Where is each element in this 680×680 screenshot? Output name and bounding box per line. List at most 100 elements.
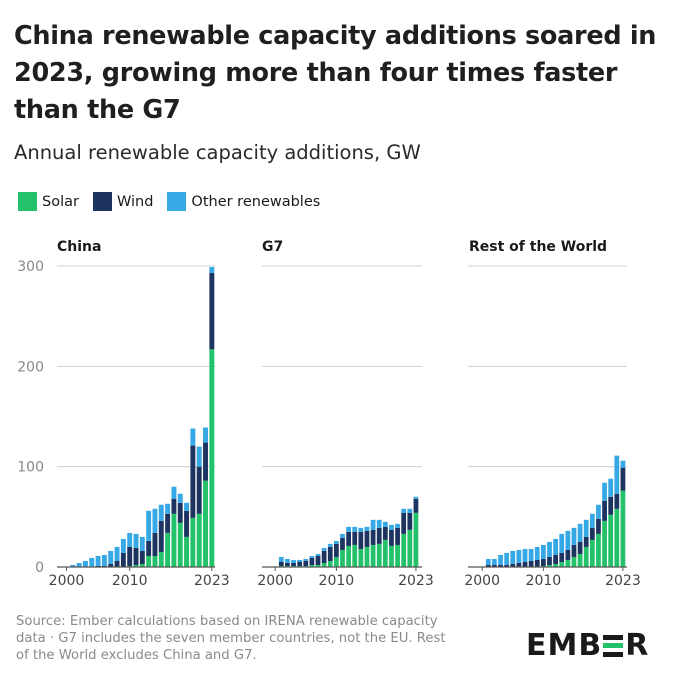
bar-china-other-renewables-2003 <box>82 560 88 567</box>
bar-china-wind-2013 <box>146 540 152 556</box>
bar-rest-of-the-world-other-renewables-2017 <box>583 519 589 537</box>
bar-china-solar-2022 <box>203 480 208 567</box>
bar-g7-wind-2003 <box>291 562 296 566</box>
bar-china-other-renewables-2018 <box>177 493 183 503</box>
bar-g7-solar-2021 <box>401 533 407 567</box>
bar-china-other-renewables-2021 <box>196 446 202 467</box>
bar-rest-of-the-world-other-renewables-2023 <box>620 460 626 468</box>
bar-rest-of-the-world-other-renewables-2009 <box>534 546 540 560</box>
bar-china-other-renewables-2014 <box>152 508 158 533</box>
bar-rest-of-the-world-other-renewables-2010 <box>540 544 546 559</box>
bar-china-wind-2020 <box>190 445 196 518</box>
bar-g7-other-renewables-2012 <box>346 526 351 532</box>
bar-china-wind-2011 <box>133 547 139 565</box>
bar-rest-of-the-world-wind-2018 <box>589 527 595 540</box>
bar-china-wind-2019 <box>184 510 190 537</box>
bar-rest-of-the-world-other-renewables-2006 <box>516 549 522 563</box>
bar-rest-of-the-world-solar-2022 <box>614 508 620 567</box>
legend-swatch-solar <box>18 192 37 211</box>
bar-china-wind-2014 <box>152 532 158 556</box>
bar-rest-of-the-world-wind-2001 <box>485 564 491 567</box>
bar-g7-wind-2004 <box>297 561 303 566</box>
bar-china-wind-2018 <box>177 502 183 523</box>
bar-china-wind-2021 <box>196 466 202 514</box>
bar-china-wind-2015 <box>158 520 164 552</box>
chart-title: China renewable capacity additions soare… <box>14 21 657 125</box>
bar-g7-solar-2013 <box>352 544 358 567</box>
legend: Solar Wind Other renewables <box>18 192 334 211</box>
bar-g7-wind-2018 <box>382 526 388 540</box>
bar-china-other-renewables-2016 <box>165 503 171 514</box>
bar-china-wind-2017 <box>171 498 177 514</box>
bar-rest-of-the-world-wind-2014 <box>565 549 571 560</box>
bar-china-solar-2018 <box>177 522 183 567</box>
bar-rest-of-the-world-solar-2021 <box>608 514 614 567</box>
bar-rest-of-the-world-other-renewables-2022 <box>614 455 620 494</box>
bar-rest-of-the-world-solar-2017 <box>583 546 589 567</box>
panel-title-china: China <box>57 239 101 255</box>
bar-g7-other-renewables-2016 <box>370 519 376 530</box>
bar-china-solar-2013 <box>146 555 152 567</box>
bar-rest-of-the-world-wind-2022 <box>614 493 620 509</box>
x-tick-label: 2023 <box>605 573 641 589</box>
bar-g7-wind-2021 <box>401 512 407 534</box>
bar-g7-solar-2010 <box>333 556 339 567</box>
bar-china-other-renewables-2009 <box>120 538 126 553</box>
bar-rest-of-the-world-wind-2010 <box>540 558 546 566</box>
legend-swatch-other <box>167 192 187 211</box>
bar-rest-of-the-world-wind-2023 <box>620 467 626 491</box>
bar-china-other-renewables-2011 <box>133 533 139 548</box>
bar-rest-of-the-world-wind-2003 <box>498 564 503 567</box>
bar-rest-of-the-world-wind-2002 <box>492 564 497 567</box>
bar-rest-of-the-world-other-renewables-2002 <box>492 558 497 565</box>
logo-text-start: EMB <box>526 628 603 663</box>
bar-rest-of-the-world-other-renewables-2015 <box>571 527 577 545</box>
bar-g7-other-renewables-2010 <box>333 540 339 544</box>
chart-subtitle: Annual renewable capacity additions, GW <box>14 141 421 164</box>
bar-rest-of-the-world-solar-2020 <box>602 520 607 567</box>
bar-rest-of-the-world-other-renewables-2020 <box>602 482 607 501</box>
bar-rest-of-the-world-wind-2011 <box>547 556 552 565</box>
bar-rest-of-the-world-wind-2012 <box>553 554 558 564</box>
bar-g7-other-renewables-2017 <box>376 519 382 528</box>
bar-g7-solar-2020 <box>395 544 400 567</box>
bar-g7-wind-2001 <box>278 561 284 566</box>
bar-china-wind-2009 <box>120 552 126 567</box>
x-tick-label: 2010 <box>526 573 562 589</box>
panel-title-g7: G7 <box>262 239 283 255</box>
bar-china-other-renewables-2015 <box>158 504 164 521</box>
bar-rest-of-the-world-other-renewables-2014 <box>565 530 571 550</box>
bar-g7-solar-2023 <box>413 512 419 567</box>
legend-item-wind: Wind <box>92 192 153 211</box>
bar-g7-other-renewables-2020 <box>395 523 400 528</box>
bar-g7-wind-2020 <box>395 527 400 545</box>
bar-g7-other-renewables-2019 <box>389 524 394 530</box>
bar-g7-solar-2011 <box>340 549 345 567</box>
bar-g7-other-renewables-2008 <box>321 547 327 551</box>
bar-china-other-renewables-2012 <box>139 536 145 551</box>
bar-g7-other-renewables-2002 <box>285 558 290 563</box>
bar-g7-wind-2014 <box>358 531 364 549</box>
bar-china-solar-2021 <box>196 513 202 567</box>
bar-rest-of-the-world-wind-2008 <box>528 560 534 567</box>
bar-g7-solar-2014 <box>358 548 364 567</box>
bar-china-solar-2020 <box>190 517 196 567</box>
bar-china-solar-2017 <box>171 513 177 567</box>
bar-g7-wind-2007 <box>315 555 321 565</box>
bar-rest-of-the-world-solar-2019 <box>596 533 601 567</box>
bar-china-solar-2023 <box>209 349 215 567</box>
bar-rest-of-the-world-solar-2013 <box>559 561 565 567</box>
bar-china-wind-2022 <box>203 442 208 481</box>
bar-g7-solar-2008 <box>321 562 327 567</box>
bar-g7-other-renewables-2022 <box>407 508 413 513</box>
bar-rest-of-the-world-solar-2012 <box>553 563 558 567</box>
bar-g7-wind-2010 <box>333 543 339 557</box>
bar-rest-of-the-world-wind-2005 <box>510 563 516 567</box>
bar-g7-wind-2002 <box>285 562 290 566</box>
bar-g7-wind-2016 <box>370 529 376 545</box>
bar-china-other-renewables-2010 <box>127 532 133 547</box>
bar-china-solar-2019 <box>184 536 190 567</box>
bar-g7-solar-2012 <box>346 545 351 567</box>
bar-rest-of-the-world-other-renewables-2004 <box>504 552 510 565</box>
bar-g7-other-renewables-2003 <box>291 559 296 563</box>
